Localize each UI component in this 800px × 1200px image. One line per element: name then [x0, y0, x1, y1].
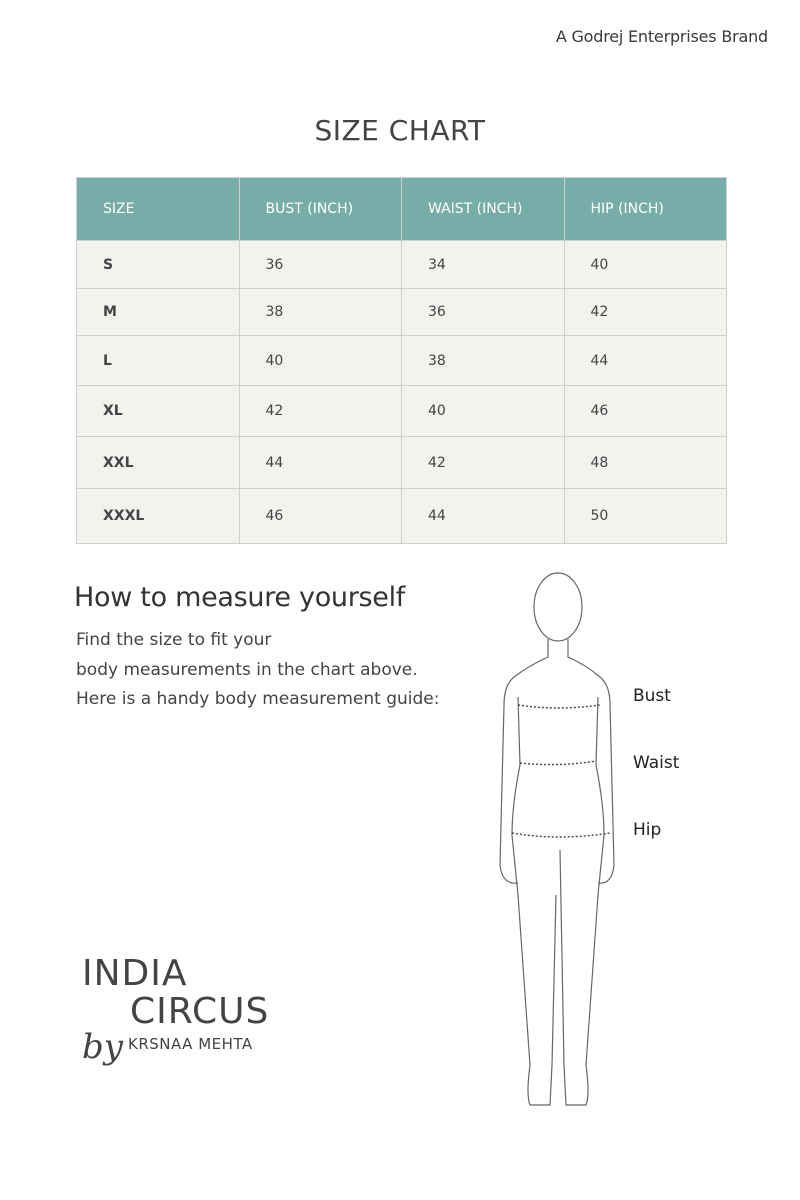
- table-cell: 44: [238, 436, 402, 489]
- header-bust: BUST (INCH): [238, 177, 402, 241]
- logo-by: by: [82, 1027, 123, 1067]
- table-cell: 34: [401, 240, 565, 289]
- table-cell: 40: [401, 385, 565, 437]
- table-cell: 38: [401, 335, 565, 386]
- table-row: XXXL 46 44 50: [76, 488, 727, 544]
- table-cell: 46: [238, 488, 402, 544]
- size-table: SIZE BUST (INCH) WAIST (INCH) HIP (INCH)…: [76, 177, 727, 544]
- table-row: XL 42 40 46: [76, 385, 727, 437]
- table-cell: 36: [238, 240, 402, 289]
- table-cell: XL: [76, 385, 240, 437]
- logo-line3: KRSNAA MEHTA: [128, 1035, 253, 1053]
- body-figure-illustration: [499, 572, 615, 1106]
- table-row: M 38 36 42: [76, 288, 727, 336]
- logo-line1: INDIA: [82, 953, 188, 994]
- page-title: SIZE CHART: [314, 114, 486, 147]
- table-header-row: SIZE BUST (INCH) WAIST (INCH) HIP (INCH): [76, 177, 727, 241]
- india-circus-logo: INDIA CIRCUS by KRSNAA MEHTA: [82, 953, 270, 1068]
- guide-line: Here is a handy body measurement guide:: [76, 689, 440, 709]
- header-waist: WAIST (INCH): [401, 177, 565, 241]
- table-cell: S: [76, 240, 240, 289]
- table-cell: 42: [238, 385, 402, 437]
- table-cell: M: [76, 288, 240, 336]
- table-row: XXL 44 42 48: [76, 436, 727, 489]
- table-cell: 44: [401, 488, 565, 544]
- table-cell: 42: [401, 436, 565, 489]
- table-cell: 50: [563, 488, 727, 544]
- guide-heading: How to measure yourself: [74, 582, 406, 613]
- logo-line2: CIRCUS: [130, 991, 270, 1032]
- table-cell: 40: [238, 335, 402, 386]
- header-size: SIZE: [76, 177, 240, 241]
- table-row: L 40 38 44: [76, 335, 727, 386]
- table-cell: 38: [238, 288, 402, 336]
- table-cell: 46: [563, 385, 727, 437]
- table-cell: 36: [401, 288, 565, 336]
- waist-label: Waist: [633, 753, 680, 773]
- table-cell: 42: [563, 288, 727, 336]
- hip-label: Hip: [633, 820, 662, 840]
- table-cell: 48: [563, 436, 727, 489]
- table-cell: XXL: [76, 436, 240, 489]
- header-hip: HIP (INCH): [563, 177, 727, 241]
- guide-line: body measurements in the chart above.: [76, 660, 418, 680]
- table-row: S 36 34 40: [76, 240, 727, 289]
- bust-label: Bust: [633, 686, 671, 706]
- table-cell: 44: [563, 335, 727, 386]
- table-cell: 40: [563, 240, 727, 289]
- guide-line: Find the size to fit your: [76, 630, 272, 650]
- table-cell: L: [76, 335, 240, 386]
- table-cell: XXXL: [76, 488, 240, 544]
- brand-note: A Godrej Enterprises Brand: [555, 27, 768, 46]
